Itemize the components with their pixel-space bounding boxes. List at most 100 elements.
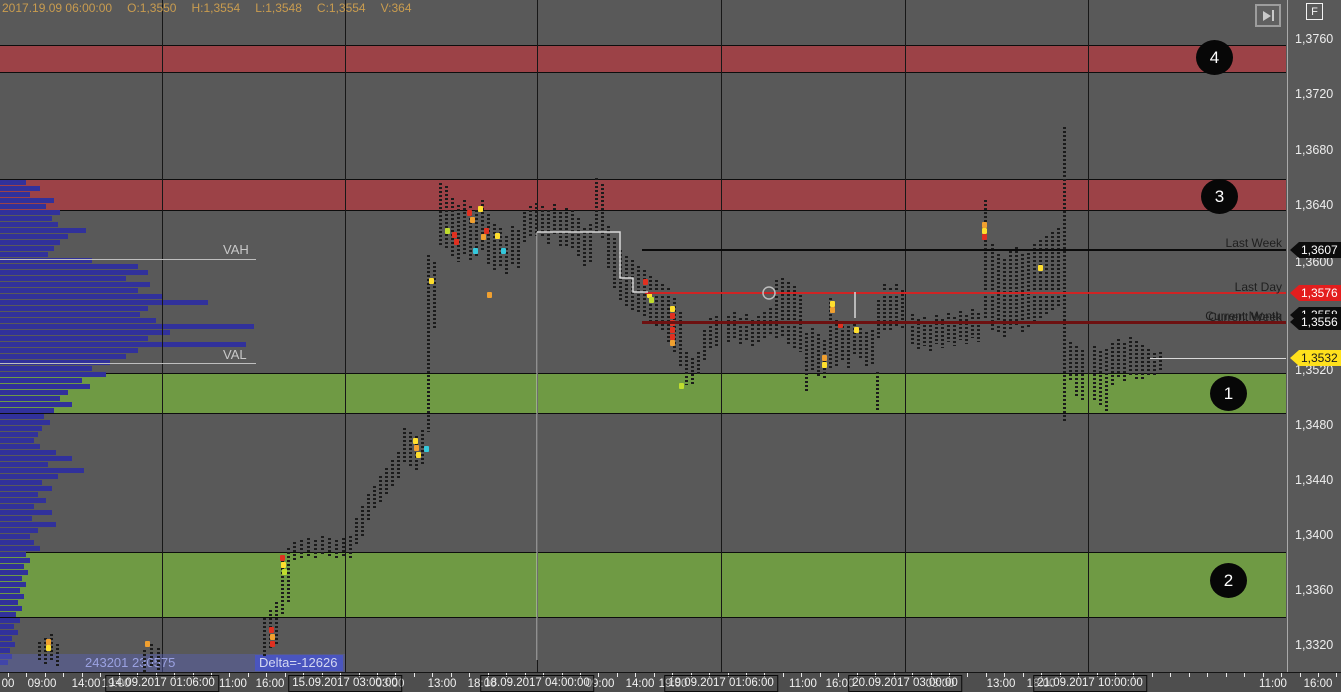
volume-profile-row [0,444,40,449]
price-bar [619,250,622,300]
volume-profile-row [0,546,40,551]
price-bar [1075,346,1078,396]
price-bar [511,226,514,264]
volume-cluster-marker [281,562,286,568]
time-tick [413,673,415,677]
volume-cluster-marker [822,362,827,368]
time-tick [819,673,821,677]
time-tick [782,673,784,677]
price-bar [50,634,53,660]
price-bar [463,200,466,256]
chart-canvas[interactable]: VAH VAL 243201 230575 Delta=-12626 Last … [0,0,1286,672]
price-bar [373,486,376,510]
volume-profile-row [0,204,46,209]
time-label: 11:00 [219,678,247,690]
bar-low: L:1,3548 [255,1,302,15]
volume-profile-row [0,270,148,275]
volume-cluster-marker [481,234,486,240]
jump-to-latest-button[interactable] [1255,4,1281,27]
price-bar [877,300,880,340]
volume-profile-row [0,468,84,473]
time-label: 09:00 [27,678,57,690]
price-bar [883,284,886,330]
time-axis[interactable]: 00 09:00 14:00 19:00 11:00 16:00 03:00 13:00 18:… [0,672,1341,692]
fast-scale-button[interactable]: F [1306,3,1323,20]
price-bar [643,270,646,318]
price-bar [757,316,760,344]
time-tick [432,673,434,677]
price-tick: 1,3320 [1295,638,1334,652]
price-bar [637,266,640,312]
volume-cluster-marker [670,313,675,319]
volume-cluster-marker [280,555,285,561]
time-tick [1207,673,1209,677]
time-label: 19:00 [101,678,131,690]
volume-profile-row [0,558,30,563]
price-bar [601,184,604,240]
time-label: 13:00 [986,678,1016,690]
volume-profile-row [0,390,68,395]
price-bar [275,602,278,646]
volume-profile-row [0,246,54,251]
volume-cluster-marker [670,340,675,346]
volume-profile-row [0,534,30,539]
volume-profile-row [0,354,126,359]
price-bar [977,313,980,342]
time-tick [81,673,83,677]
price-bar [38,642,41,662]
price-bar [991,244,994,330]
volume-cluster-marker [413,438,418,444]
price-bar [367,494,370,522]
delta-readout: Delta=-12626 [255,655,343,671]
price-bar [314,540,317,558]
price-bar [953,317,956,346]
price-bar [889,288,892,332]
volume-profile-row [0,510,52,515]
price-bar [667,288,670,342]
price-bar [613,238,616,288]
level-label-last-week: Last Week [1225,236,1282,250]
time-label: 18:00 [467,678,497,690]
price-bar [1045,236,1048,316]
volume-profile-row [0,516,32,521]
volume-profile-row [0,186,40,191]
level-label-last-day: Last Day [1234,280,1282,294]
volume-profile-row [0,192,30,197]
price-bar [355,518,358,546]
volume-profile-row [0,606,22,611]
time-tick [1244,673,1246,677]
volume-profile-row [0,408,54,413]
price-bar [835,320,838,366]
volume-profile-row [0,618,20,623]
volume-cluster-marker [854,327,859,333]
volume-profile-row [0,228,86,233]
volume-cluster-marker [830,307,835,313]
volume-profile-row [0,594,24,599]
price-bar [487,214,490,264]
volume-profile-row [0,180,26,185]
price-bar [739,318,742,346]
price-bar [1093,346,1096,400]
volume-profile-row [0,420,50,425]
price-tag: 1,3576 [1290,285,1341,301]
time-label: 19:00 [658,678,688,690]
price-tick: 1,3600 [1295,255,1334,269]
session-gridline [905,0,906,672]
volume-profile-row [0,426,42,431]
price-bar [1009,251,1012,331]
bar-volume: V:364 [380,1,412,15]
time-tick [44,673,46,677]
price-bar [1099,351,1102,406]
time-tick [635,673,637,677]
time-label: 11:00 [1259,678,1287,690]
price-bar [1123,343,1126,383]
volume-profile-row [0,498,46,503]
volume-profile-row [0,336,148,341]
time-tick [1022,673,1024,677]
price-bar [865,332,868,368]
price-axis[interactable]: F 1,3760 1,3720 1,3680 1,3640 1,3600 1,3520 1,… [1287,0,1341,672]
price-bar [775,280,778,340]
price-bar [445,186,448,250]
volume-profile-row [0,450,56,455]
volume-profile-row [0,396,60,401]
